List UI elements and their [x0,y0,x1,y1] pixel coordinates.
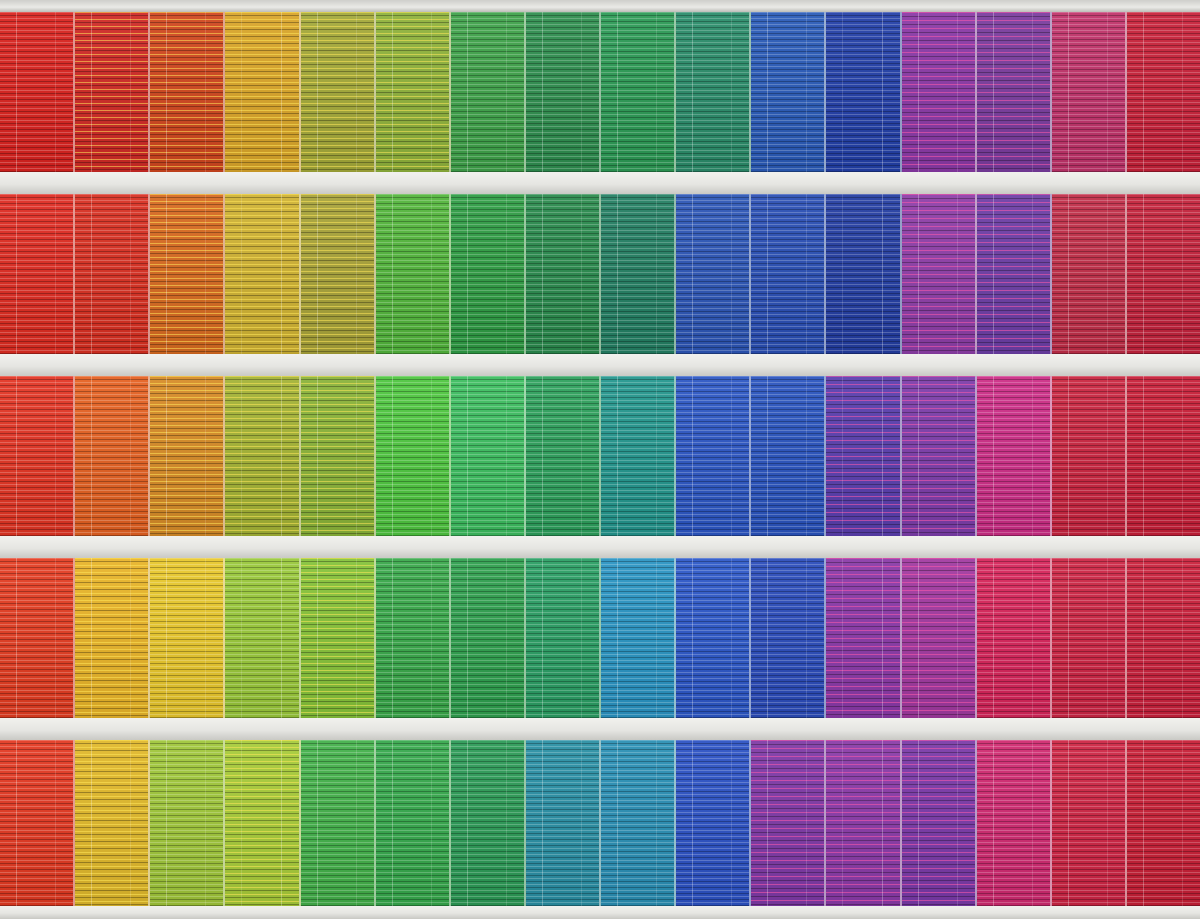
blind-panel [150,376,226,536]
blind-panel [75,376,151,536]
blind-panel [300,12,376,172]
blind-panel [0,12,76,172]
floor-slab-5 [0,906,1200,919]
floor-slab-2 [0,354,1200,376]
blind-panel [525,740,601,906]
blind-panel [676,12,752,172]
blind-panel [1051,558,1127,718]
floor-row-3 [0,376,1200,536]
top-floor-slab [0,0,1200,12]
blind-panel [676,194,752,354]
blind-panel [225,740,301,906]
blind-panel [826,376,902,536]
blind-panel [525,12,601,172]
blind-panel [976,194,1052,354]
blind-panel [676,376,752,536]
blind-panel [1126,740,1200,906]
blind-panel [525,194,601,354]
blind-panel [375,558,451,718]
blind-panel [300,194,376,354]
blind-panel [676,558,752,718]
blind-panel [976,740,1052,906]
blind-panel [1126,376,1200,536]
blind-panel [225,194,301,354]
blind-panel [826,740,902,906]
blind-panel [450,740,526,906]
blind-panel [901,194,977,354]
blind-panel [1126,558,1200,718]
blind-panel [976,558,1052,718]
blind-panel [751,740,827,906]
blind-panel [601,740,677,906]
blind-panel [375,740,451,906]
blind-panel [75,12,151,172]
blind-panel [1051,740,1127,906]
blind-panel [375,12,451,172]
blind-panel [150,740,226,906]
blind-panel [150,558,226,718]
blind-panel [976,12,1052,172]
blind-panel [826,12,902,172]
blind-panel [976,376,1052,536]
blind-panel [751,12,827,172]
blind-panel [450,12,526,172]
blind-panel [1051,194,1127,354]
blind-panel [525,558,601,718]
blind-panel [75,558,151,718]
blind-panel [901,740,977,906]
blind-panel [676,740,752,906]
blind-panel [601,376,677,536]
blind-panel [450,194,526,354]
blind-panel [826,194,902,354]
blind-panel [0,558,76,718]
blind-panel [601,194,677,354]
blind-panel [375,376,451,536]
blind-panel [525,376,601,536]
blind-panel [601,558,677,718]
blind-panel [225,12,301,172]
blind-panel [75,194,151,354]
blind-panel [901,376,977,536]
blind-panel [1126,194,1200,354]
floor-slab-4 [0,718,1200,740]
blind-panel [751,376,827,536]
blind-panel [0,194,76,354]
floor-row-5 [0,740,1200,906]
blind-panel [0,376,76,536]
blind-panel [1051,12,1127,172]
floor-slab-1 [0,172,1200,194]
blind-panel [300,376,376,536]
blind-panel [225,558,301,718]
blind-panel [901,558,977,718]
blind-panel [450,376,526,536]
blind-panel [225,376,301,536]
blind-panel [751,194,827,354]
blind-panel [75,740,151,906]
blind-panel [1051,376,1127,536]
blind-panel [150,194,226,354]
blind-panel [150,12,226,172]
blind-panel [826,558,902,718]
blind-panel [300,558,376,718]
blind-panel [0,740,76,906]
blind-panel [300,740,376,906]
blind-panel [751,558,827,718]
blind-panel [375,194,451,354]
floor-row-2 [0,194,1200,354]
floor-row-4 [0,558,1200,718]
floor-slab-3 [0,536,1200,558]
floor-row-1 [0,12,1200,172]
blind-panel [450,558,526,718]
blind-panel [601,12,677,172]
blind-panel [1126,12,1200,172]
blind-panel [901,12,977,172]
